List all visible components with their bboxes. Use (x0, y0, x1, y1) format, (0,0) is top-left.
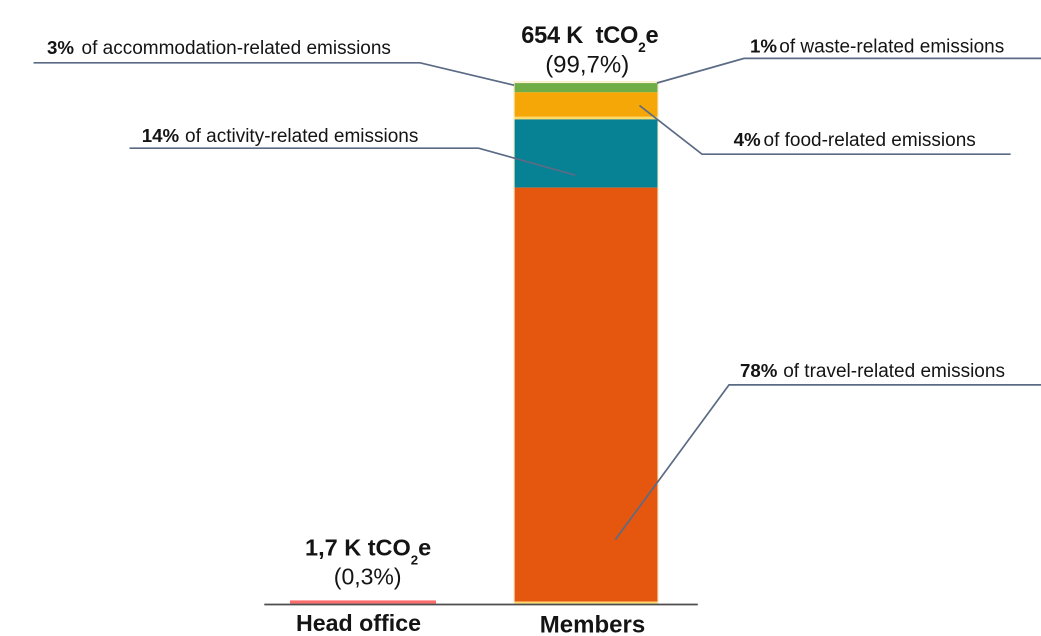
svg-text:3%: 3% (47, 37, 74, 58)
svg-text:Members: Members (540, 611, 645, 636)
svg-text:Head office: Head office (296, 610, 421, 636)
svg-text:654 K tCO2e: 654 K tCO2e (521, 23, 658, 55)
svg-text:(0,3%): (0,3%) (334, 563, 402, 589)
svg-text:14%: 14% (142, 125, 180, 146)
svg-text:of travel-related emissions: of travel-related emissions (783, 361, 1005, 382)
svg-text:(99,7%): (99,7%) (545, 52, 629, 79)
svg-text:of activity-related emissions: of activity-related emissions (185, 126, 418, 147)
svg-text:of food-related emissions: of food-related emissions (764, 130, 976, 151)
svg-text:of waste-related emissions: of waste-related emissions (779, 36, 1004, 57)
svg-text:4%: 4% (734, 129, 761, 150)
svg-text:of accommodation-related emiss: of accommodation-related emissions (82, 38, 391, 59)
svg-text:1%: 1% (750, 35, 777, 56)
svg-text:78%: 78% (740, 360, 778, 381)
